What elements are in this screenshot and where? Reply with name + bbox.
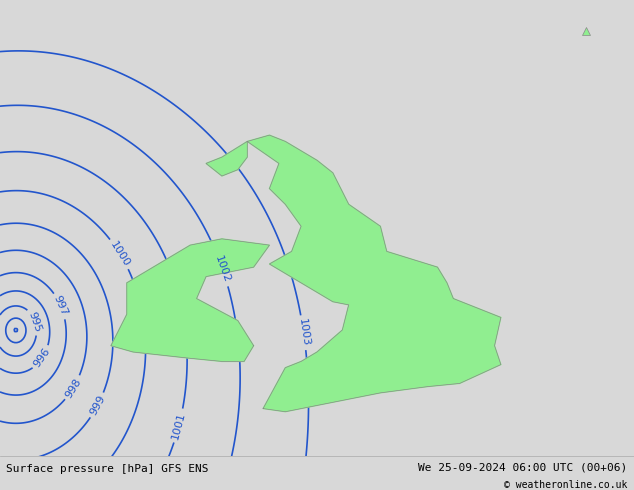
Text: 1002: 1002	[213, 255, 232, 285]
Text: 998: 998	[63, 376, 83, 399]
Text: We 25-09-2024 06:00 UTC (00+06): We 25-09-2024 06:00 UTC (00+06)	[418, 463, 628, 473]
Text: 1000: 1000	[108, 239, 132, 269]
Text: 995: 995	[27, 310, 43, 333]
Polygon shape	[247, 135, 501, 412]
Text: 996: 996	[32, 346, 53, 369]
Text: 999: 999	[88, 393, 107, 417]
Text: 1003: 1003	[297, 318, 311, 347]
Text: 997: 997	[52, 294, 70, 318]
Text: © weatheronline.co.uk: © weatheronline.co.uk	[504, 480, 628, 490]
Polygon shape	[111, 239, 269, 362]
Polygon shape	[206, 142, 247, 176]
Text: Surface pressure [hPa] GFS ENS: Surface pressure [hPa] GFS ENS	[6, 465, 209, 474]
Text: 1001: 1001	[171, 411, 187, 441]
